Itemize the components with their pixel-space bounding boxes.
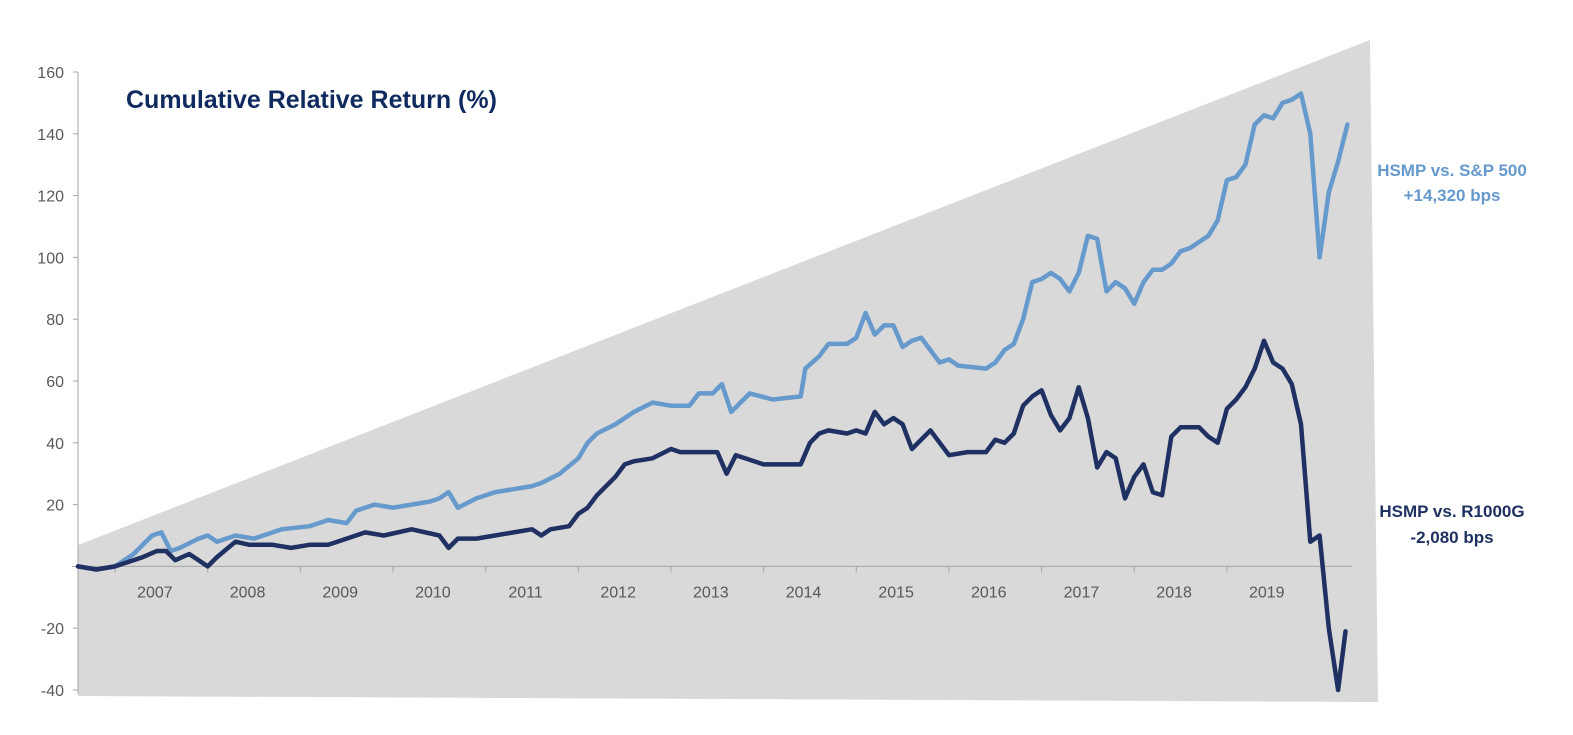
y-tick-label: -40 (41, 683, 64, 700)
x-tick-label: 2018 (1156, 584, 1192, 601)
y-tick-label: -20 (41, 621, 64, 638)
annotation-value: +14,320 bps (1404, 186, 1501, 205)
x-tick-label: 2010 (415, 584, 451, 601)
y-tick-label: 120 (37, 189, 64, 206)
x-tick-label: 2015 (878, 584, 914, 601)
x-tick-label: 2009 (322, 584, 358, 601)
y-tick-label: 100 (37, 250, 64, 267)
annotation-value: -2,080 bps (1410, 528, 1493, 547)
chart-title: Cumulative Relative Return (%) (126, 86, 497, 114)
x-tick-label: 2011 (508, 584, 543, 601)
x-tick-label: 2014 (786, 584, 822, 601)
gray-wedge-background (78, 40, 1378, 702)
y-tick-label: 60 (46, 374, 64, 391)
y-tick-label: 40 (46, 436, 64, 453)
y-tick-label: 140 (37, 127, 64, 144)
y-tick-label: 160 (37, 65, 64, 82)
x-tick-label: 2007 (137, 584, 173, 601)
annotation-label: HSMP vs. S&P 500 (1377, 161, 1527, 180)
y-tick-label: 80 (46, 312, 64, 329)
x-tick-label: 2013 (693, 584, 729, 601)
y-tick-label: 20 (46, 498, 64, 515)
x-tick-label: 2017 (1064, 584, 1100, 601)
x-tick-label: 2012 (600, 584, 636, 601)
series-line-sp500 (75, 91, 1350, 572)
annotation-label: HSMP vs. R1000G (1379, 502, 1524, 521)
series-line-r1000g (75, 338, 1348, 693)
axes: -40 -20 20 40 60 80 100 120 140 160 2007 2008 2009 20… (37, 65, 1352, 700)
annotations: HSMP vs. S&P 500 +14,320 bps HSMP vs. R100… (1377, 161, 1527, 547)
x-tick-label: 2008 (230, 584, 266, 601)
x-tick-label: 2016 (971, 584, 1007, 601)
x-tick-label: 2019 (1249, 584, 1285, 601)
series-layer (75, 91, 1350, 693)
